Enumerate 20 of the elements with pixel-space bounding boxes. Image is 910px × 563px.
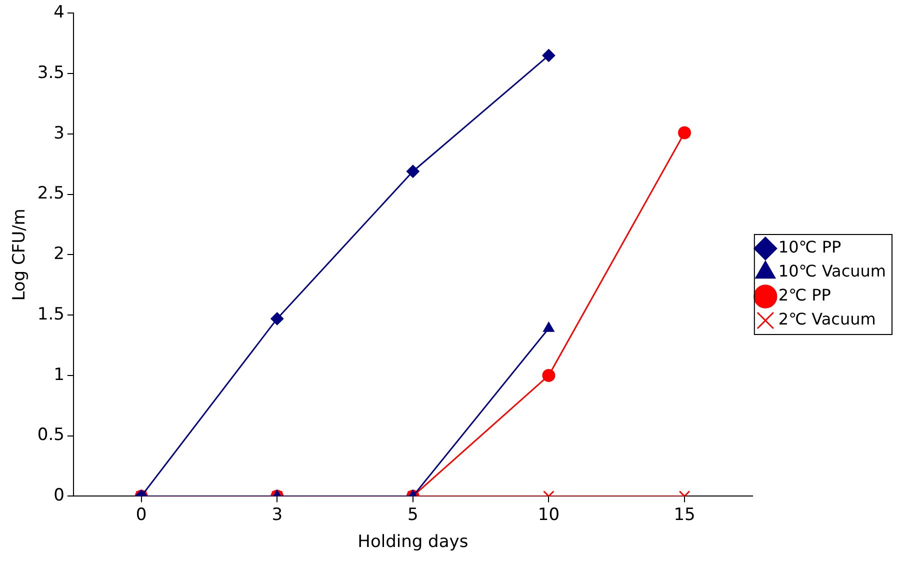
y-tick-label: 0.5: [37, 425, 64, 446]
y-tick-label: 4: [54, 2, 64, 23]
legend-label: 2℃ Vacuum: [778, 310, 876, 329]
x-tick-label: 10: [538, 504, 560, 525]
y-axis-title: Log CFU/m: [10, 208, 30, 301]
y-tick-label: 0: [54, 486, 64, 506]
x-tick-label: 3: [272, 504, 283, 525]
y-tick-label: 2: [54, 244, 64, 264]
y-tick-label: 1.5: [37, 304, 64, 324]
y-tick-label: 2.5: [37, 184, 64, 204]
legend-label: 10℃ Vacuum: [778, 262, 886, 281]
x-tick-label: 15: [674, 504, 696, 525]
y-tick-label: 3: [54, 123, 64, 144]
y-tick-label: 1: [54, 364, 64, 385]
legend-label: 2℃ PP: [778, 286, 832, 305]
x-tick-label: 0: [136, 504, 147, 525]
legend-label: 10℃ PP: [778, 238, 842, 257]
y-tick-label: 3.5: [37, 62, 64, 83]
x-tick-label: 5: [408, 504, 418, 525]
x-axis-title: Holding days: [358, 532, 468, 552]
